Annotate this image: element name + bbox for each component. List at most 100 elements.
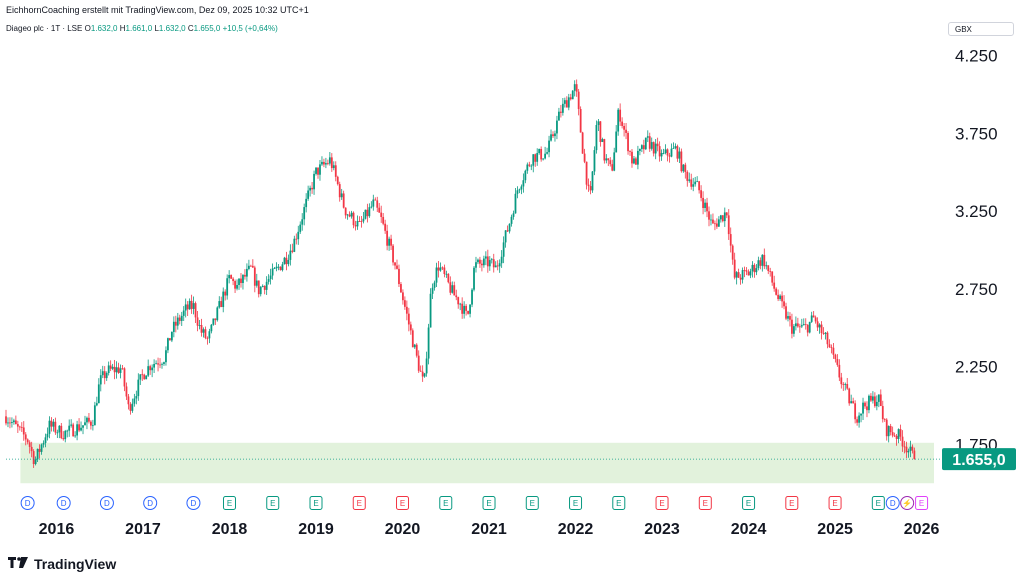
earnings-marker-shape bbox=[828, 496, 842, 510]
time-axis[interactable]: 2016 2017 2018 2019 2020 2021 2022 2023 2024 2025… bbox=[39, 521, 940, 538]
support-zone bbox=[20, 442, 935, 484]
earnings-marker[interactable]: E bbox=[915, 496, 929, 510]
candle-body bbox=[559, 111, 562, 113]
candle-body bbox=[899, 429, 902, 437]
candle-body bbox=[575, 84, 578, 92]
candle-body bbox=[159, 364, 161, 366]
candle-body bbox=[690, 179, 693, 187]
event-marker-letter: D bbox=[191, 499, 197, 508]
candle-body bbox=[417, 355, 420, 371]
earnings-marker[interactable]: E bbox=[482, 496, 496, 510]
candle-body bbox=[246, 268, 248, 277]
earnings-marker[interactable]: E bbox=[439, 496, 453, 510]
dividend-marker[interactable]: D bbox=[143, 496, 158, 510]
candle-body bbox=[862, 402, 864, 414]
candle-body bbox=[305, 198, 308, 208]
earnings-marker[interactable]: E bbox=[266, 496, 280, 510]
earnings-marker[interactable]: E bbox=[309, 496, 323, 510]
candle-body bbox=[565, 100, 568, 108]
candle-body bbox=[376, 200, 379, 208]
earnings-marker[interactable]: E bbox=[655, 496, 669, 510]
candle-body bbox=[386, 230, 389, 246]
candle-body bbox=[97, 384, 100, 404]
candle-body bbox=[155, 363, 157, 365]
x-tick-label: 2017 bbox=[125, 521, 161, 538]
candle-body bbox=[484, 256, 487, 259]
event-marker-letter: E bbox=[616, 499, 621, 508]
earnings-marker[interactable]: E bbox=[222, 496, 236, 510]
earnings-marker[interactable]: E bbox=[785, 496, 799, 510]
candle-body bbox=[9, 422, 11, 424]
candle-body bbox=[453, 285, 456, 296]
earnings-marker-shape bbox=[742, 496, 756, 510]
candle-body bbox=[887, 426, 890, 437]
candle-body bbox=[380, 212, 383, 217]
candle-body bbox=[757, 260, 760, 269]
y-tick-label: 3.750 bbox=[955, 124, 998, 143]
currency-selector[interactable]: GBX bbox=[948, 22, 1014, 36]
candle-body bbox=[783, 301, 785, 307]
split-marker[interactable]: ⚡ bbox=[900, 496, 915, 510]
candle-body bbox=[285, 257, 288, 265]
candle-body bbox=[447, 273, 450, 283]
candle-body bbox=[648, 136, 651, 149]
earnings-marker[interactable]: E bbox=[742, 496, 756, 510]
dividend-marker[interactable]: D bbox=[20, 496, 35, 510]
chart-credit: EichhornCoaching erstellt mit TradingVie… bbox=[6, 5, 309, 15]
candle-body bbox=[579, 109, 582, 133]
dividend-marker[interactable]: D bbox=[56, 496, 71, 510]
candle-body bbox=[433, 282, 436, 288]
x-tick-label: 2018 bbox=[212, 521, 248, 538]
candle-body bbox=[536, 153, 539, 162]
symbol-name[interactable]: Diageo plc · 1T · LSE bbox=[6, 24, 83, 33]
candle-body bbox=[330, 157, 333, 169]
candle-body bbox=[629, 151, 631, 152]
dividend-marker[interactable]: D bbox=[885, 496, 900, 510]
tradingview-logo-icon bbox=[8, 556, 28, 572]
earnings-marker[interactable]: E bbox=[569, 496, 583, 510]
earnings-marker[interactable]: E bbox=[396, 496, 410, 510]
candle-body bbox=[28, 442, 31, 447]
event-marker-letter: D bbox=[147, 499, 153, 508]
earnings-marker[interactable]: E bbox=[871, 496, 885, 510]
candle-body bbox=[638, 148, 641, 151]
dividend-marker[interactable]: D bbox=[99, 496, 114, 510]
candle-body bbox=[595, 125, 598, 151]
candle-body bbox=[109, 365, 112, 369]
candle-body bbox=[662, 152, 665, 154]
candle-body bbox=[848, 388, 851, 404]
candle-body bbox=[524, 170, 527, 181]
candle-body bbox=[228, 275, 231, 279]
candle-body bbox=[332, 165, 335, 169]
earnings-marker[interactable]: E bbox=[828, 496, 842, 510]
candle-body bbox=[810, 315, 813, 322]
candle-body bbox=[178, 317, 181, 321]
earnings-marker[interactable]: E bbox=[525, 496, 539, 510]
candle-body bbox=[816, 321, 819, 328]
candle-body bbox=[236, 285, 238, 289]
dividend-marker-shape bbox=[143, 496, 158, 510]
tradingview-brand[interactable]: TradingView bbox=[8, 556, 116, 572]
candle-body bbox=[161, 363, 163, 365]
candle-body bbox=[743, 270, 746, 271]
candle-body bbox=[846, 384, 849, 389]
candle-body bbox=[826, 332, 829, 345]
candle-body bbox=[42, 442, 45, 445]
dividend-marker[interactable]: D bbox=[186, 496, 201, 510]
candle-body bbox=[48, 420, 51, 434]
candle-body bbox=[802, 324, 805, 326]
candle-body bbox=[895, 435, 898, 439]
candle-body bbox=[346, 214, 349, 216]
candle-body bbox=[652, 142, 655, 154]
earnings-marker[interactable]: E bbox=[698, 496, 712, 510]
candle-body bbox=[157, 363, 159, 365]
earnings-marker[interactable]: E bbox=[352, 496, 366, 510]
candle-body bbox=[123, 368, 126, 387]
candle-body bbox=[76, 424, 78, 436]
x-tick-label: 2020 bbox=[385, 521, 421, 538]
candle-body bbox=[242, 274, 244, 284]
candle-body bbox=[475, 262, 477, 268]
earnings-marker[interactable]: E bbox=[612, 496, 626, 510]
